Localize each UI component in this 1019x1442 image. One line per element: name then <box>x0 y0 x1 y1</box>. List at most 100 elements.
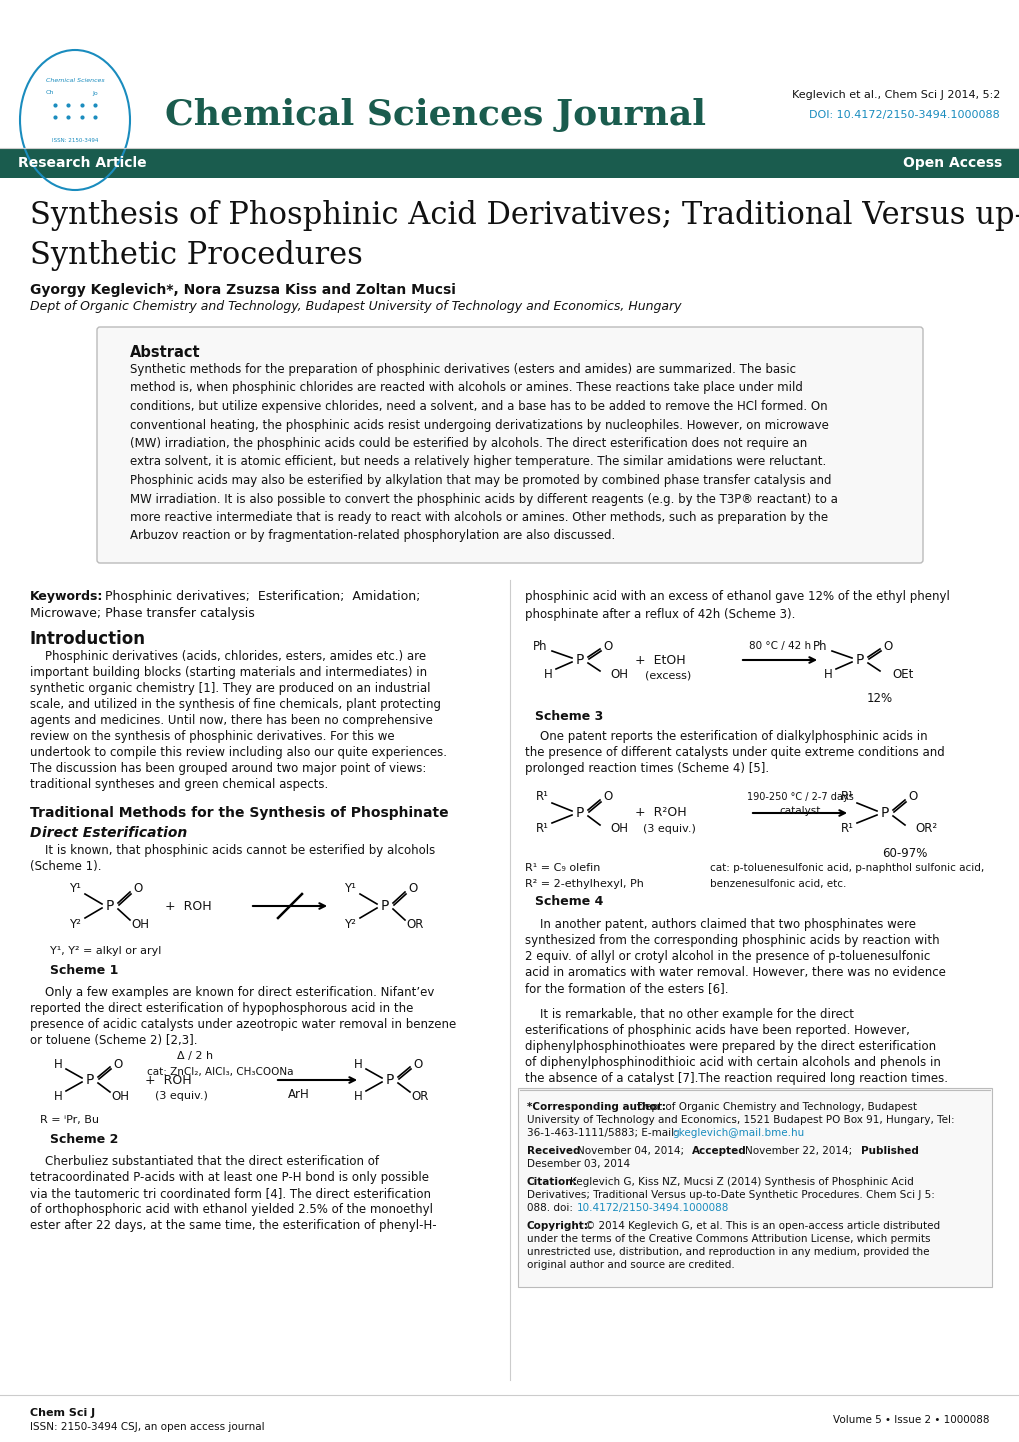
Text: Ph: Ph <box>812 639 826 652</box>
Text: OR: OR <box>406 917 423 930</box>
Text: One patent reports the esterification of dialkylphosphinic acids in: One patent reports the esterification of… <box>525 730 926 743</box>
Text: It is known, that phosphinic acids cannot be esterified by alcohols: It is known, that phosphinic acids canno… <box>30 844 435 857</box>
FancyBboxPatch shape <box>0 149 1019 177</box>
Text: R¹: R¹ <box>535 790 548 803</box>
Text: traditional syntheses and green chemical aspects.: traditional syntheses and green chemical… <box>30 779 328 792</box>
Text: original author and source are credited.: original author and source are credited. <box>527 1260 734 1270</box>
Text: phosphinate after a reflux of 42h (Scheme 3).: phosphinate after a reflux of 42h (Schem… <box>525 609 795 622</box>
Text: benzenesulfonic acid, etc.: benzenesulfonic acid, etc. <box>709 880 846 890</box>
Text: Dept of Organic Chemistry and Technology, Budapest: Dept of Organic Chemistry and Technology… <box>637 1102 916 1112</box>
Text: reported the direct esterification of hypophosphorous acid in the: reported the direct esterification of hy… <box>30 1002 413 1015</box>
Text: Y¹, Y² = alkyl or aryl: Y¹, Y² = alkyl or aryl <box>50 946 161 956</box>
Text: P: P <box>855 653 863 668</box>
Text: cat: ZnCl₂, AlCl₃, CH₃COONa: cat: ZnCl₂, AlCl₃, CH₃COONa <box>147 1067 293 1077</box>
Text: Ph: Ph <box>532 639 547 652</box>
Text: Δ / 2 h: Δ / 2 h <box>176 1051 213 1061</box>
Text: R¹ = C₉ olefin: R¹ = C₉ olefin <box>525 862 600 872</box>
Text: P: P <box>576 653 584 668</box>
Text: November 04, 2014;: November 04, 2014; <box>577 1146 690 1156</box>
Text: O: O <box>408 881 417 894</box>
Text: cat: p-toluenesulfonic acid, p-naphthol sulfonic acid,: cat: p-toluenesulfonic acid, p-naphthol … <box>709 862 983 872</box>
Text: 10.4172/2150-3494.1000088: 10.4172/2150-3494.1000088 <box>577 1203 729 1213</box>
Text: phosphinic acid with an excess of ethanol gave 12% of the ethyl phenyl: phosphinic acid with an excess of ethano… <box>525 590 949 603</box>
Text: OH: OH <box>130 917 149 930</box>
Text: R¹: R¹ <box>535 822 548 835</box>
Text: undertook to compile this review including also our quite experiences.: undertook to compile this review includi… <box>30 746 446 758</box>
Text: OEt: OEt <box>892 668 912 681</box>
Text: O: O <box>882 639 892 652</box>
Text: acid in aromatics with water removal. However, there was no evidence: acid in aromatics with water removal. Ho… <box>525 966 945 979</box>
Text: P: P <box>385 1073 393 1087</box>
Text: the presence of different catalysts under quite extreme conditions and: the presence of different catalysts unde… <box>525 746 944 758</box>
Text: Scheme 2: Scheme 2 <box>50 1133 118 1146</box>
Text: In another patent, authors claimed that two phosphinates were: In another patent, authors claimed that … <box>525 919 915 932</box>
Text: Synthesis of Phosphinic Acid Derivatives; Traditional Versus up-to-Date: Synthesis of Phosphinic Acid Derivatives… <box>30 200 1019 231</box>
Text: 088. doi:: 088. doi: <box>527 1203 576 1213</box>
Text: esterifications of phosphinic acids have been reported. However,: esterifications of phosphinic acids have… <box>525 1024 909 1037</box>
Text: Y¹: Y¹ <box>343 881 356 894</box>
Text: R¹: R¹ <box>840 790 853 803</box>
FancyBboxPatch shape <box>518 1089 991 1288</box>
Text: DOI: 10.4172/2150-3494.1000088: DOI: 10.4172/2150-3494.1000088 <box>808 110 999 120</box>
Text: scale, and utilized in the synthesis of fine chemicals, plant protecting: scale, and utilized in the synthesis of … <box>30 698 440 711</box>
Text: O: O <box>603 639 612 652</box>
Text: Y¹: Y¹ <box>69 881 81 894</box>
Text: catalyst: catalyst <box>779 806 820 816</box>
Text: presence of acidic catalysts under azeotropic water removal in benzene: presence of acidic catalysts under azeot… <box>30 1018 455 1031</box>
Text: 12%: 12% <box>866 692 893 705</box>
Text: gkeglevich@mail.bme.hu: gkeglevich@mail.bme.hu <box>672 1128 803 1138</box>
Text: +  ROH: + ROH <box>145 1073 192 1086</box>
Text: 2 equiv. of allyl or crotyl alcohol in the presence of p-toluenesulfonic: 2 equiv. of allyl or crotyl alcohol in t… <box>525 950 929 963</box>
Text: P: P <box>880 806 889 820</box>
Text: 60-97%: 60-97% <box>881 846 926 859</box>
Text: ArH: ArH <box>287 1087 309 1100</box>
Text: (3 equiv.): (3 equiv.) <box>155 1092 208 1102</box>
Text: It is remarkable, that no other example for the direct: It is remarkable, that no other example … <box>525 1008 853 1021</box>
Text: +  ROH: + ROH <box>165 900 211 913</box>
Text: *Corresponding author:: *Corresponding author: <box>527 1102 665 1112</box>
Text: D: D <box>30 826 42 841</box>
Text: R¹: R¹ <box>840 822 853 835</box>
Text: November 22, 2014;: November 22, 2014; <box>744 1146 858 1156</box>
Text: ester after 22 days, at the same time, the esterification of phenyl-H-: ester after 22 days, at the same time, t… <box>30 1218 436 1231</box>
Text: O: O <box>113 1057 122 1070</box>
Text: under the terms of the Creative Commons Attribution License, which permits: under the terms of the Creative Commons … <box>527 1234 929 1244</box>
Text: Accepted: Accepted <box>691 1146 746 1156</box>
Text: Synthetic methods for the preparation of phosphinic derivatives (esters and amid: Synthetic methods for the preparation of… <box>129 363 795 376</box>
Text: synthetic organic chemistry [1]. They are produced on an industrial: synthetic organic chemistry [1]. They ar… <box>30 682 430 695</box>
Text: Y²: Y² <box>343 917 356 930</box>
Text: Abstract: Abstract <box>129 345 201 360</box>
Text: method is, when phosphinic chlorides are reacted with alcohols or amines. These : method is, when phosphinic chlorides are… <box>129 382 802 395</box>
Text: irect Esterification: irect Esterification <box>42 826 187 841</box>
Text: Introduction: Introduction <box>30 630 146 647</box>
Text: Y²: Y² <box>69 917 81 930</box>
Text: synthesized from the corresponding phosphinic acids by reaction with: synthesized from the corresponding phosp… <box>525 934 938 947</box>
Text: O: O <box>603 790 612 803</box>
Text: Chem Sci J: Chem Sci J <box>30 1407 95 1417</box>
Text: Chemical Sciences Journal: Chemical Sciences Journal <box>165 98 705 133</box>
Text: Volume 5 • Issue 2 • 1000088: Volume 5 • Issue 2 • 1000088 <box>833 1415 989 1425</box>
Text: (excess): (excess) <box>644 671 691 681</box>
Text: Scheme 1: Scheme 1 <box>50 965 118 978</box>
Text: P: P <box>106 898 114 913</box>
Text: conventional heating, the phosphinic acids resist undergoing derivatizations by : conventional heating, the phosphinic aci… <box>129 418 828 431</box>
Text: Chemical Sciences: Chemical Sciences <box>46 78 104 82</box>
Text: OR²: OR² <box>914 822 936 835</box>
Text: H: H <box>354 1090 362 1103</box>
Text: of orthophosphoric acid with ethanol yielded 2.5% of the monoethyl: of orthophosphoric acid with ethanol yie… <box>30 1203 433 1216</box>
Text: important building blocks (starting materials and intermediates) in: important building blocks (starting mate… <box>30 666 427 679</box>
Text: Scheme 3: Scheme 3 <box>535 709 602 722</box>
Text: Keywords:: Keywords: <box>30 590 103 603</box>
Text: Received: Received <box>527 1146 580 1156</box>
Text: of diphenylphosphinodithioic acid with certain alcohols and phenols in: of diphenylphosphinodithioic acid with c… <box>525 1056 940 1069</box>
Text: OR: OR <box>411 1090 428 1103</box>
Text: O: O <box>133 881 143 894</box>
Text: Open Access: Open Access <box>902 156 1001 170</box>
Text: O: O <box>908 790 917 803</box>
Text: Keglevich et al., Chem Sci J 2014, 5:2: Keglevich et al., Chem Sci J 2014, 5:2 <box>791 89 999 99</box>
Text: University of Technology and Economics, 1521 Budapest PO Box 91, Hungary, Tel:: University of Technology and Economics, … <box>527 1115 954 1125</box>
Text: Gyorgy Keglevich*, Nora Zsuzsa Kiss and Zoltan Mucsi: Gyorgy Keglevich*, Nora Zsuzsa Kiss and … <box>30 283 455 297</box>
Text: OH: OH <box>609 668 628 681</box>
Text: OH: OH <box>609 822 628 835</box>
Text: Phosphinic derivatives (acids, chlorides, esters, amides etc.) are: Phosphinic derivatives (acids, chlorides… <box>30 650 426 663</box>
